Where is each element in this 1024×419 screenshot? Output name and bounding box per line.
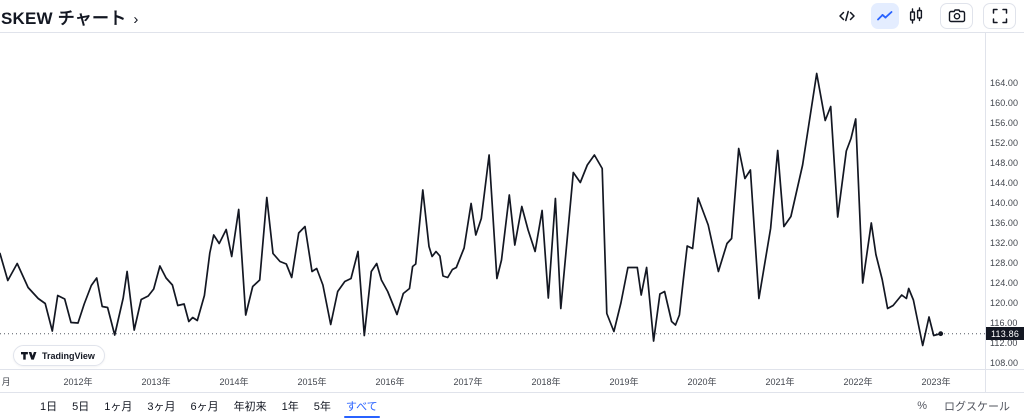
candlestick-style-button[interactable] bbox=[902, 3, 930, 29]
symbol-title-link[interactable]: SKEW チャート › bbox=[1, 4, 138, 29]
price-axis-label: 132.00 bbox=[990, 237, 1019, 248]
time-axis-label: 2022年 bbox=[843, 377, 873, 387]
time-axis-label: 2020年 bbox=[687, 377, 717, 387]
scale-controls: % ログスケール bbox=[917, 398, 1010, 414]
time-axis-label: 2021年 bbox=[765, 377, 795, 387]
price-axis-label: 148.00 bbox=[990, 157, 1019, 168]
attribution-label: TradingView bbox=[42, 350, 95, 361]
range-button[interactable]: 年初来 bbox=[232, 393, 269, 419]
range-button[interactable]: 1ヶ月 bbox=[102, 393, 134, 419]
time-axis-label: 2015年 bbox=[297, 377, 327, 387]
code-icon bbox=[839, 10, 855, 22]
price-axis-label: 120.00 bbox=[990, 297, 1019, 308]
header: SKEW チャート › bbox=[0, 0, 1024, 33]
price-axis-label: 116.00 bbox=[990, 317, 1018, 328]
price-axis-label: 108.00 bbox=[990, 357, 1019, 368]
range-button[interactable]: 5日 bbox=[70, 393, 91, 419]
log-scale-button[interactable]: ログスケール bbox=[944, 398, 1010, 414]
line-chart-icon bbox=[877, 11, 893, 21]
camera-icon bbox=[948, 9, 965, 23]
last-price-badge: 113.86 bbox=[986, 327, 1024, 341]
range-button[interactable]: 1日 bbox=[38, 393, 59, 419]
price-axis-label: 160.00 bbox=[990, 97, 1019, 108]
time-axis-label: 2019年 bbox=[609, 377, 639, 387]
price-axis-label: 124.00 bbox=[990, 277, 1019, 288]
price-axis-label: 156.00 bbox=[990, 117, 1019, 128]
tradingview-logo-icon bbox=[21, 351, 37, 360]
chart-toolbar bbox=[833, 3, 1016, 29]
time-axis-label: 2023年 bbox=[921, 377, 951, 387]
range-button[interactable]: 1年 bbox=[280, 393, 301, 419]
price-axis-label: 128.00 bbox=[990, 257, 1019, 268]
range-button[interactable]: すべて bbox=[343, 393, 380, 419]
range-toolbar: 1日 5日 1ヶ月 3ヶ月 6ヶ月 年初来 1年 5年 すべて % ログスケール bbox=[0, 392, 1024, 419]
range-buttons: 1日 5日 1ヶ月 3ヶ月 6ヶ月 年初来 1年 5年 すべて bbox=[38, 393, 391, 419]
range-button[interactable]: 3ヶ月 bbox=[145, 393, 177, 419]
candlestick-icon bbox=[909, 7, 923, 24]
time-axis-label: 2013年 bbox=[141, 377, 171, 387]
time-axis-label: 月 bbox=[1, 377, 11, 387]
tradingview-attribution-link[interactable]: TradingView bbox=[13, 345, 105, 366]
chart-style-toggle bbox=[871, 3, 930, 29]
time-axis-label: 2016年 bbox=[375, 377, 405, 387]
price-axis-label: 152.00 bbox=[990, 137, 1019, 148]
page-title: SKEW チャート bbox=[1, 8, 127, 28]
chevron-right-icon: › bbox=[133, 10, 139, 28]
snapshot-button[interactable] bbox=[940, 3, 973, 29]
time-axis-label: 2012年 bbox=[63, 377, 93, 387]
price-axis-label: 140.00 bbox=[990, 197, 1019, 208]
price-axis-label: 164.00 bbox=[990, 77, 1019, 88]
price-axis-label: 112.00 bbox=[990, 337, 1018, 348]
price-axis-label: 144.00 bbox=[990, 177, 1019, 188]
time-axis-label: 2014年 bbox=[219, 377, 249, 387]
percent-scale-button[interactable]: % bbox=[917, 400, 927, 412]
fullscreen-button[interactable] bbox=[983, 3, 1016, 29]
chart-pane[interactable] bbox=[0, 33, 985, 369]
time-axis-label: 2018年 bbox=[531, 377, 561, 387]
price-axis-label: 136.00 bbox=[990, 217, 1019, 228]
embed-code-button[interactable] bbox=[833, 3, 861, 29]
fullscreen-icon bbox=[992, 8, 1007, 24]
line-chart-style-button[interactable] bbox=[871, 3, 899, 29]
time-axis-label: 2017年 bbox=[453, 377, 483, 387]
range-button[interactable]: 6ヶ月 bbox=[189, 393, 221, 419]
range-button[interactable]: 5年 bbox=[312, 393, 333, 419]
